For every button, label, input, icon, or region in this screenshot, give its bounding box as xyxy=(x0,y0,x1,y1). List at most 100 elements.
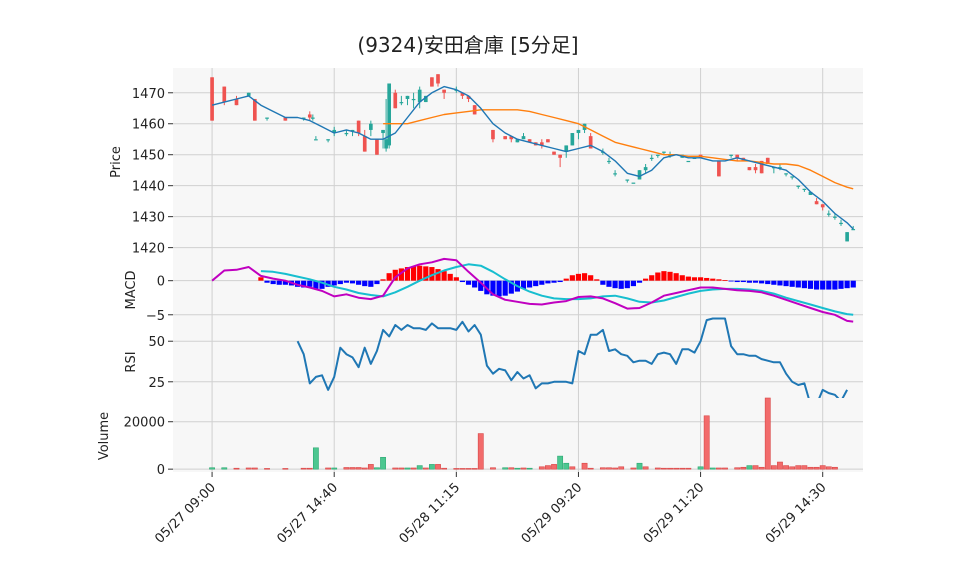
rsi-panel: 25 50 xyxy=(148,317,863,406)
candle-body xyxy=(564,145,569,152)
x-tick-label: 05/28 11:15 xyxy=(397,480,464,547)
volume-bar xyxy=(783,465,789,470)
macd-histogram-bar xyxy=(386,273,392,281)
volume-bar xyxy=(429,464,435,470)
volume-bar xyxy=(477,433,484,470)
volume-panel: 0 20000 xyxy=(124,397,863,478)
volume-bar xyxy=(508,467,515,470)
macd-ytick-label: −5 xyxy=(146,309,165,324)
macd-histogram-bar xyxy=(606,280,612,287)
candle-body xyxy=(362,136,367,152)
candle-body xyxy=(759,160,764,174)
volume-bar xyxy=(734,467,741,470)
macd-ytick-label: 0 xyxy=(157,275,165,290)
candle-body xyxy=(265,117,269,119)
volume-bar xyxy=(306,467,313,470)
volume-bar xyxy=(795,465,802,470)
candle-body xyxy=(778,167,782,169)
macd-histogram-bar xyxy=(826,280,832,290)
macd-histogram-bar xyxy=(643,278,649,281)
x-tick-label: 05/29 09:20 xyxy=(519,480,586,547)
candle-body xyxy=(350,129,355,132)
candle-body xyxy=(423,95,428,103)
volume-bar xyxy=(819,465,826,470)
macd-histogram-bar xyxy=(783,280,789,287)
candle-body xyxy=(747,167,752,171)
volume-bar xyxy=(557,455,564,470)
price-ytick-label: 1430 xyxy=(132,211,165,226)
candle-body xyxy=(472,105,477,115)
volume-bar xyxy=(538,466,545,470)
macd-histogram-bar xyxy=(697,277,704,281)
volume-bar xyxy=(209,467,215,470)
candle-body xyxy=(417,89,422,103)
macd-histogram-bar xyxy=(759,280,765,284)
candle-body xyxy=(845,232,849,242)
macd-histogram-bar xyxy=(777,280,783,286)
macd-histogram-bar xyxy=(319,280,325,289)
volume-bar xyxy=(422,467,429,470)
volume-bar xyxy=(642,466,649,470)
macd-histogram-bar xyxy=(588,275,594,281)
volume-bar xyxy=(404,467,411,470)
candle-body xyxy=(283,117,288,121)
macd-histogram-bar xyxy=(490,280,496,296)
macd-histogram-bar xyxy=(789,280,795,287)
candle-body xyxy=(491,129,495,140)
macd-histogram-bar xyxy=(801,280,807,289)
candle-body xyxy=(631,182,636,184)
volume-bar xyxy=(300,467,307,470)
macd-histogram-bar xyxy=(447,273,453,281)
macd-histogram-bar xyxy=(563,278,569,281)
macd-histogram-bar xyxy=(301,280,307,288)
rsi-line xyxy=(296,317,848,406)
volume-bar xyxy=(587,467,594,470)
macd-histogram-bar xyxy=(679,275,685,281)
volume-bar xyxy=(569,466,576,470)
candle-body xyxy=(405,95,410,99)
macd-histogram-bar xyxy=(258,277,264,281)
volume-bar xyxy=(245,467,252,470)
macd-histogram-bar xyxy=(795,280,801,288)
volume-bar xyxy=(435,464,441,470)
candle-body xyxy=(332,129,337,134)
macd-histogram-bar xyxy=(673,273,679,281)
volume-bar xyxy=(777,461,783,470)
candle-body xyxy=(570,133,575,146)
candle-body xyxy=(662,151,666,153)
volume-bar xyxy=(801,465,808,470)
candle-body xyxy=(384,139,388,149)
candle-body xyxy=(442,89,446,93)
candle-body xyxy=(509,136,514,140)
chart-title: (9324)安田倉庫 [5分足] xyxy=(357,33,578,57)
macd-histogram-bar xyxy=(508,280,514,294)
macd-histogram-bar xyxy=(581,273,588,281)
macd-signal-line xyxy=(260,263,854,316)
candle-body xyxy=(369,123,373,130)
x-tick-label: 05/27 09:00 xyxy=(152,480,219,547)
candle-body xyxy=(246,92,251,96)
macd-histogram-bar xyxy=(368,280,374,287)
candle-body xyxy=(802,188,807,190)
candle-body xyxy=(503,136,508,140)
macd-histogram-bar xyxy=(813,280,820,290)
volume-bar xyxy=(282,468,289,470)
macd-histogram-bar xyxy=(600,280,606,285)
macd-histogram-bar xyxy=(533,280,539,287)
candle-body xyxy=(814,201,819,205)
x-tick-label: 05/27 14:40 xyxy=(275,480,342,547)
macd-histogram-bar xyxy=(667,271,673,281)
candle-body xyxy=(851,229,856,231)
volume-bar xyxy=(221,467,228,470)
volume-bar xyxy=(490,467,496,470)
macd-histogram-bar xyxy=(465,280,472,285)
candle-body xyxy=(790,176,794,178)
macd-histogram-bar xyxy=(649,275,655,281)
volume-bar xyxy=(722,467,728,470)
macd-histogram-bar xyxy=(545,280,551,284)
volume-bar xyxy=(349,467,356,470)
candle-body xyxy=(735,154,740,158)
candle-body xyxy=(808,191,813,195)
candle-body xyxy=(301,117,306,119)
